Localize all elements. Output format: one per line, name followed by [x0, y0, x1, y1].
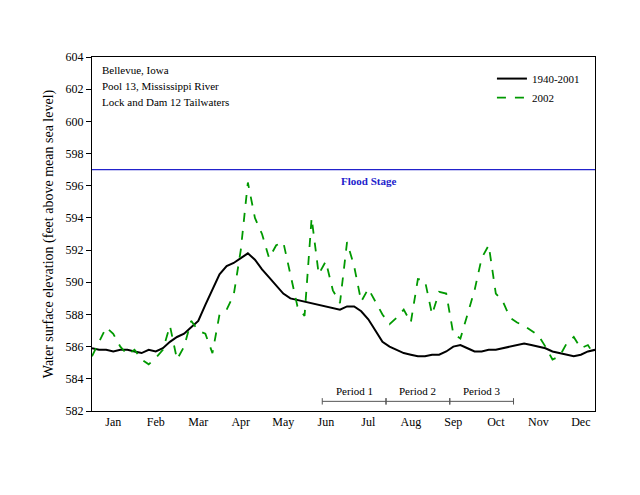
svg-text:Period 3: Period 3: [463, 385, 500, 397]
svg-text:582: 582: [66, 404, 84, 418]
svg-text:602: 602: [66, 82, 84, 96]
svg-text:Water surface elevation (feet: Water surface elevation (feet above mean…: [41, 89, 57, 378]
svg-text:594: 594: [66, 211, 84, 225]
svg-text:Feb: Feb: [147, 415, 165, 429]
svg-text:604: 604: [66, 50, 84, 64]
svg-text:600: 600: [66, 115, 84, 129]
svg-text:May: May: [272, 415, 294, 429]
svg-text:Dec: Dec: [571, 415, 590, 429]
svg-text:Lock and Dam 12 Tailwaters: Lock and Dam 12 Tailwaters: [102, 96, 229, 108]
svg-text:Oct: Oct: [487, 415, 505, 429]
svg-text:Flood Stage: Flood Stage: [341, 175, 396, 187]
svg-text:Bellevue, Iowa: Bellevue, Iowa: [102, 64, 169, 76]
svg-text:Apr: Apr: [231, 415, 250, 429]
svg-text:Period 2: Period 2: [399, 385, 436, 397]
svg-text:598: 598: [66, 147, 84, 161]
svg-text:588: 588: [66, 308, 84, 322]
svg-text:2002: 2002: [532, 92, 554, 104]
svg-text:Period 1: Period 1: [336, 385, 373, 397]
svg-text:1940-2001: 1940-2001: [532, 73, 580, 85]
svg-text:586: 586: [66, 340, 84, 354]
svg-text:Pool 13, Mississippi River: Pool 13, Mississippi River: [102, 80, 219, 92]
svg-text:Jan: Jan: [105, 415, 121, 429]
svg-text:Aug: Aug: [400, 415, 421, 429]
svg-text:Jun: Jun: [317, 415, 334, 429]
svg-text:Mar: Mar: [188, 415, 208, 429]
svg-text:Sep: Sep: [444, 415, 462, 429]
svg-text:584: 584: [66, 372, 84, 386]
svg-text:590: 590: [66, 275, 84, 289]
svg-text:Jul: Jul: [361, 415, 376, 429]
svg-text:Nov: Nov: [528, 415, 549, 429]
svg-text:596: 596: [66, 179, 84, 193]
svg-text:592: 592: [66, 243, 84, 257]
